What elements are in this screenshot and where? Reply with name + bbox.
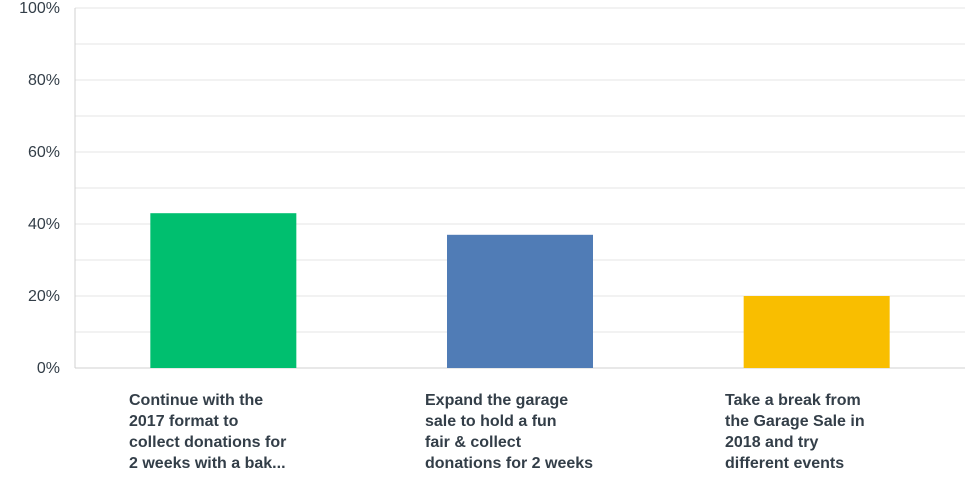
y-tick-label: 40% [28,216,60,233]
y-tick-label: 0% [37,360,60,377]
category-label-2: Expand the garage sale to hold a fun fai… [425,392,594,472]
y-tick-label: 60% [28,144,60,161]
bar [150,213,297,368]
bar [743,296,890,368]
y-tick-label: 20% [28,288,60,305]
y-tick-label: 80% [28,72,60,89]
bar [447,234,593,368]
category-label-3: Take a break from the Garage Sale in 201… [725,392,865,472]
y-tick-label: 100% [19,0,60,17]
bars [150,213,890,368]
category-label-1: Continue with the 2017 format to collect… [129,392,287,472]
y-axis: 0% 20% 40% 60% 80% 100% [19,0,60,377]
